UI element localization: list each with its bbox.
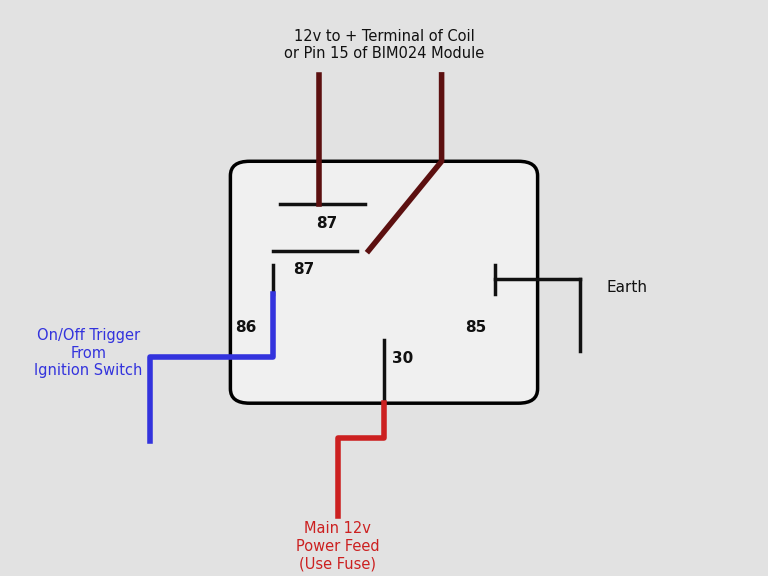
Text: On/Off Trigger
From
Ignition Switch: On/Off Trigger From Ignition Switch (34, 328, 143, 378)
Text: Earth: Earth (607, 281, 647, 295)
Text: 86: 86 (235, 320, 257, 335)
Text: 85: 85 (465, 320, 486, 335)
FancyBboxPatch shape (230, 161, 538, 403)
Text: 30: 30 (392, 351, 413, 366)
Text: 87: 87 (316, 216, 337, 231)
Text: 12v to + Terminal of Coil
or Pin 15 of BIM024 Module: 12v to + Terminal of Coil or Pin 15 of B… (284, 29, 484, 61)
Text: Main 12v
Power Feed
(Use Fuse): Main 12v Power Feed (Use Fuse) (296, 521, 379, 571)
Text: 87: 87 (293, 262, 314, 277)
